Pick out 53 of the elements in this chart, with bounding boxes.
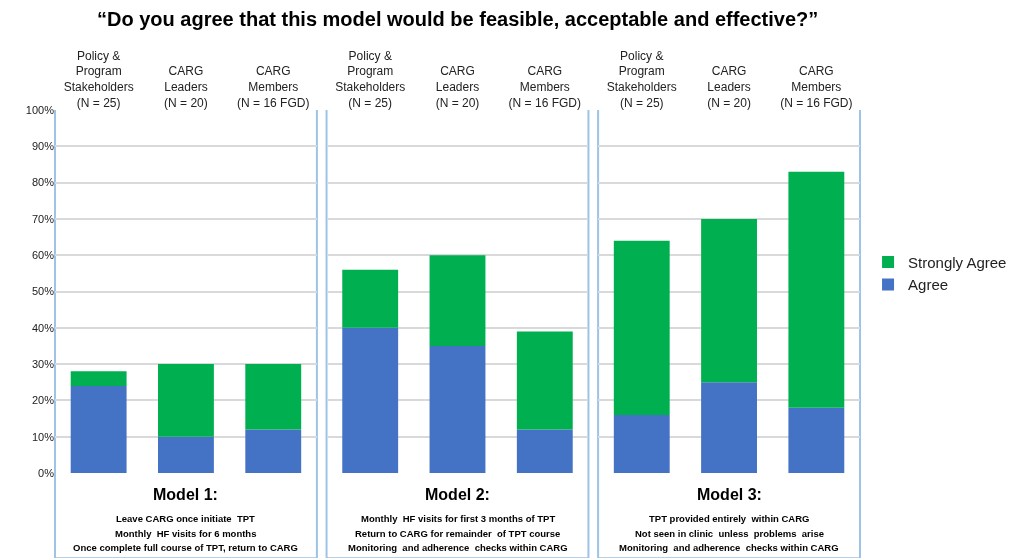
y-tick-label: 80% <box>31 176 55 189</box>
bar <box>70 371 127 386</box>
text: “Do you agree that this model would be feasible, acceptable and effective?” <box>97 8 819 30</box>
bar <box>245 364 302 430</box>
y-tick-label: 100% <box>25 103 55 116</box>
text: Monitoring and adherence checks within CARG <box>619 542 839 553</box>
bar <box>429 345 486 473</box>
text: Monitoring and adherence checks within CARG <box>348 542 568 553</box>
x-tick-label: CARG Leaders (N = 20) <box>164 64 208 110</box>
y-tick-label: 10% <box>31 430 55 443</box>
y-tick-label: 30% <box>31 357 55 370</box>
text: Return to CARG for remainder of TPT course <box>355 528 561 539</box>
y-tick-label: 20% <box>31 394 55 407</box>
text: Monthly HF visits for first 3 months of TPT <box>361 513 556 524</box>
y-tick-label: 70% <box>31 212 55 225</box>
y-tick-label: 40% <box>31 321 55 334</box>
legend-label: Strongly Agree <box>908 253 1007 271</box>
bar <box>245 429 302 473</box>
x-tick-label: CARG Leaders (N = 20) <box>707 64 751 110</box>
bar <box>701 218 757 383</box>
text: Leave CARG once initiate TPT <box>116 513 256 524</box>
bar <box>158 364 214 437</box>
text: Monthly HF visits for 6 months <box>115 528 257 539</box>
bar <box>701 382 757 473</box>
x-tick-label: Policy & Program Stakeholders (N = 25) <box>335 48 406 110</box>
text: TPT provided entirely within CARG <box>649 513 810 524</box>
y-tick-label: 50% <box>31 285 55 298</box>
bar <box>70 385 127 473</box>
x-tick-label: CARG Leaders (N = 20) <box>435 64 480 110</box>
bar <box>788 171 845 408</box>
x-tick-label: CARG Members (N = 16 FGD) <box>508 64 581 110</box>
x-axis-title: Model 1: <box>153 486 218 503</box>
x-tick-label: Policy & Program Stakeholders (N = 25) <box>63 48 134 110</box>
y-tick-label: 60% <box>31 249 55 262</box>
bar <box>788 407 845 473</box>
y-tick-label: 90% <box>31 140 55 153</box>
text: Not seen in clinic unless problems arise <box>635 528 825 539</box>
bar <box>342 269 399 328</box>
legend-label: Agree <box>908 276 949 294</box>
bar <box>158 436 214 473</box>
x-tick-label: Policy & Program Stakeholders (N = 25) <box>606 48 677 110</box>
x-axis-title: Model 3: <box>697 486 762 503</box>
x-tick-label: CARG Members (N = 16 FGD) <box>237 64 310 110</box>
bar <box>429 255 486 346</box>
text: Once complete full course of TPT, return to CARG <box>73 542 298 553</box>
bar <box>613 240 670 415</box>
y-tick-label: 0% <box>38 466 55 479</box>
bar <box>516 331 573 430</box>
bar <box>613 414 670 473</box>
x-tick-label: CARG Members (N = 16 FGD) <box>780 64 853 110</box>
x-axis-title: Model 2: <box>425 486 490 503</box>
bar <box>342 327 399 473</box>
bar <box>516 429 573 473</box>
